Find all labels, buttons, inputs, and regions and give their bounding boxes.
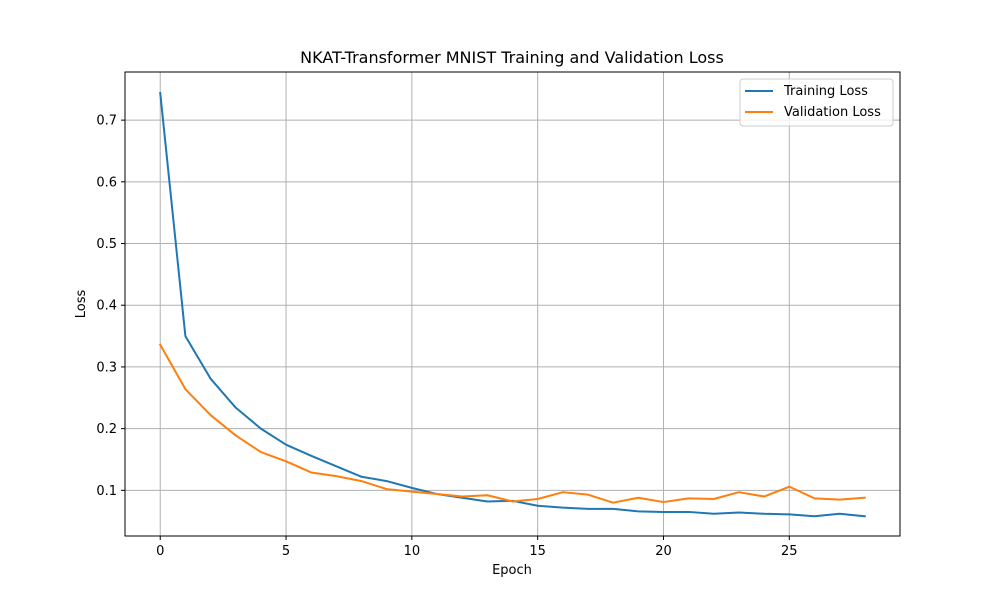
legend-label-validation: Validation Loss xyxy=(784,105,881,120)
y-tick-label: 0.3 xyxy=(96,360,117,375)
y-axis-label: Loss xyxy=(74,290,89,319)
plot-frame xyxy=(124,71,901,537)
y-tick-label: 0.4 xyxy=(96,299,117,314)
y-tick-label: 0.1 xyxy=(96,484,117,499)
grid xyxy=(125,72,900,536)
x-tick-label: 15 xyxy=(529,544,546,559)
y-tick-label: 0.2 xyxy=(96,422,117,437)
legend: Training Loss Validation Loss xyxy=(739,78,894,127)
y-tick-label: 0.5 xyxy=(96,237,117,252)
series xyxy=(158,91,866,518)
x-axis-label: Epoch xyxy=(492,563,532,578)
validation-loss-line xyxy=(158,343,866,504)
legend-box xyxy=(739,78,894,127)
training-loss-line xyxy=(159,91,866,518)
y-tick-label: 0.6 xyxy=(96,175,117,190)
legend-label-training: Training Loss xyxy=(783,84,868,99)
y-tick-label: 0.7 xyxy=(96,114,117,129)
axis-ticks: 0 5 10 15 20 25 0.1 0.2 0.3 0.4 0.5 0.6 0.7 xyxy=(96,114,797,559)
x-tick-label: 10 xyxy=(404,544,421,559)
chart-title: NKAT-Transformer MNIST Training and Vali… xyxy=(300,48,724,67)
x-tick-label: 0 xyxy=(156,544,164,559)
x-tick-label: 25 xyxy=(781,544,798,559)
x-tick-label: 20 xyxy=(655,544,672,559)
x-tick-label: 5 xyxy=(282,544,290,559)
